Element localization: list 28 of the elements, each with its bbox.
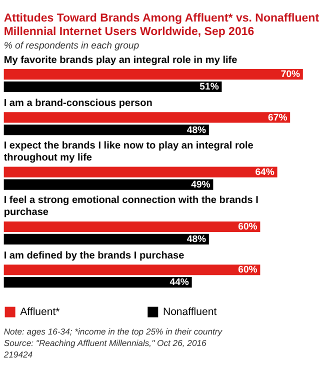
data-label: 67% bbox=[268, 112, 288, 124]
legend-label: Nonaffluent bbox=[162, 306, 217, 318]
data-label: 48% bbox=[186, 234, 207, 246]
data-label: 64% bbox=[255, 166, 275, 178]
data-label: 51% bbox=[200, 82, 220, 93]
text: Note: ages 16-34; *income in the top 25% in their country bbox=[4, 326, 223, 337]
y-tick-label: I am a brand-conscious person bbox=[4, 98, 152, 109]
data-label: 49% bbox=[191, 179, 211, 190]
y-tick-label: My favorite brands play an integral role in my life bbox=[4, 54, 238, 66]
data-label: 48% bbox=[186, 124, 207, 136]
bar bbox=[4, 69, 303, 80]
y-tick-label: I expect the brands I like now to play an integral role throughout my life bbox=[4, 140, 254, 164]
data-label: 44% bbox=[170, 277, 190, 288]
y-tick-label: I am defined by the brands I purchase bbox=[4, 250, 185, 262]
chart-subtitle: % of respondents in each group bbox=[4, 40, 140, 52]
data-label: 60% bbox=[238, 222, 258, 233]
text: 219424 bbox=[2, 350, 33, 360]
chart-title: Attitudes Toward Brands Among Affluent* vs. Nonaffluent Millennial Internet Users Worldwide, Sep 2016 bbox=[4, 12, 320, 38]
bar bbox=[4, 264, 260, 276]
source-note: Source: "Reaching Affluent Millennials," Oct 26, 2016 bbox=[4, 338, 207, 348]
bar bbox=[4, 277, 192, 288]
data-label: 70% bbox=[280, 69, 301, 80]
bar bbox=[4, 179, 214, 190]
data-label: 60% bbox=[238, 264, 258, 276]
bar bbox=[4, 81, 222, 92]
bar bbox=[4, 166, 278, 178]
y-tick-label: I feel a strong emotional connection with the brands I purchase bbox=[4, 195, 259, 218]
legend-label: Affluent* bbox=[20, 306, 60, 318]
